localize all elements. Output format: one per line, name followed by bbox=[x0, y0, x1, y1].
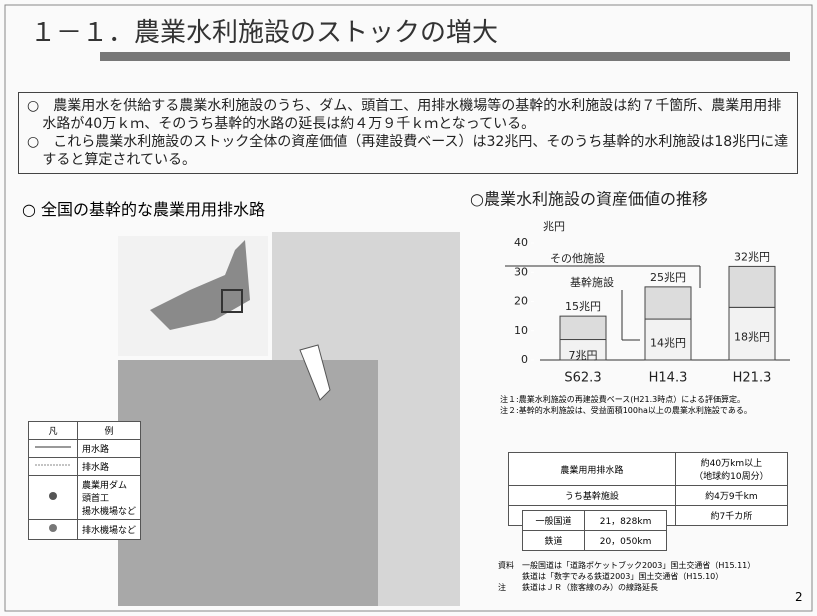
slide-title: １－１．農業水利施設のストックの増大 bbox=[30, 18, 499, 48]
source-line: 注 鉄道はＪＲ（旅客線のみ）の線路延長 bbox=[498, 583, 658, 592]
table-cell: 約40万km以上 （地球約10周分） bbox=[674, 452, 789, 486]
sources: 資料 一般国道は「道路ポケットブック2003」国土交通省（H15.11） 鉄道は… bbox=[498, 560, 755, 593]
y-tick-label: 40 bbox=[514, 236, 528, 249]
value-label: 14兆円 bbox=[650, 337, 686, 350]
map-legend: 凡例 用水路 排水路 農業用ダム 頭首工 揚水機場など 排水機場など bbox=[28, 421, 142, 540]
x-tick-label: H14.3 bbox=[649, 371, 688, 386]
table-cell: 21，828km bbox=[584, 510, 667, 531]
bar-segment bbox=[644, 318, 692, 361]
table-cell: 約4万9千km bbox=[674, 485, 789, 506]
series-label: その他施設 bbox=[550, 251, 605, 265]
table-row: 一般国道 21，828km bbox=[521, 510, 667, 531]
table-cell: 約7千カ所 bbox=[674, 505, 789, 526]
total-label: 15兆円 bbox=[565, 300, 601, 313]
summary-box: ○ 農業用水を供給する農業水利施設のうち、ダム、頭首工、用排水機場等の基幹的水利… bbox=[18, 92, 798, 174]
summary-text: ○ 農業用水を供給する農業水利施設のうち、ダム、頭首工、用排水機場等の基幹的水利… bbox=[27, 98, 782, 132]
y-axis-label: 兆円 bbox=[543, 220, 565, 233]
legend-header: 凡 bbox=[28, 421, 78, 440]
bar-segment bbox=[644, 286, 692, 320]
total-label: 32兆円 bbox=[734, 250, 770, 263]
road-table: 一般国道 21，828km 鉄道 20，050km bbox=[521, 510, 667, 551]
y-tick-label: 30 bbox=[514, 265, 528, 278]
chart-title: ○農業水利施設の資産価値の推移 bbox=[470, 190, 708, 209]
value-label: 7兆円 bbox=[569, 349, 598, 362]
x-tick-label: H21.3 bbox=[733, 371, 772, 386]
y-tick-label: 10 bbox=[514, 324, 528, 337]
bar-segment bbox=[559, 315, 607, 341]
source-line: 鉄道は「数字でみる鉄道2003」国土交通省（H15.10） bbox=[498, 572, 724, 581]
y-tick-label: 0 bbox=[521, 353, 528, 366]
legend-symbol bbox=[49, 524, 57, 532]
note: 注１:農業水利施設の再建設費ベース(H21.3時点）による評価算定。 bbox=[500, 395, 746, 404]
summary-text: ○ これら農業水利施設のストック全体の資産価値（再建設費ベース）は32兆円、その… bbox=[27, 134, 789, 168]
table-row: 農業用用排水路 約40万km以上 （地球約10周分） bbox=[508, 452, 789, 486]
page-number: 2 bbox=[795, 590, 803, 604]
legend-label: 排水路 bbox=[76, 457, 142, 476]
table-cell: 農業用用排水路 bbox=[508, 452, 676, 486]
map-title: ○ 全国の基幹的な農業用用排水路 bbox=[22, 200, 266, 219]
map-image bbox=[118, 232, 460, 606]
table-cell: うち基幹施設 bbox=[508, 485, 676, 506]
legend-label: 排水機場など bbox=[76, 519, 142, 540]
table-cell: 20，050km bbox=[584, 530, 667, 551]
table-cell: 一般国道 bbox=[521, 510, 586, 531]
slide-frame bbox=[4, 4, 813, 612]
value-label: 18兆円 bbox=[734, 331, 770, 344]
legend-symbol bbox=[35, 464, 71, 466]
table-cell: 鉄道 bbox=[521, 530, 586, 551]
table-row: うち基幹施設 約4万9千km bbox=[508, 485, 789, 506]
chart-notes: 注１:農業水利施設の再建設費ベース(H21.3時点）による評価算定。 注２:基幹… bbox=[500, 394, 752, 416]
source-line: 資料 一般国道は「道路ポケットブック2003」国土交通省（H15.11） bbox=[498, 561, 756, 570]
x-tick-label: S62.3 bbox=[564, 371, 601, 386]
legend-header: 例 bbox=[76, 421, 142, 440]
y-tick-label: 20 bbox=[514, 295, 528, 308]
legend-symbol bbox=[49, 492, 57, 500]
legend-symbol bbox=[35, 446, 71, 448]
table-row: 鉄道 20，050km bbox=[521, 530, 667, 551]
legend-label: 用水路 bbox=[76, 439, 142, 458]
legend-label: 農業用ダム 頭首工 揚水機場など bbox=[76, 475, 142, 520]
series-label: 基幹施設 bbox=[570, 275, 614, 289]
title-underline bbox=[100, 52, 790, 61]
total-label: 25兆円 bbox=[650, 271, 686, 284]
note: 注２:基幹的水利施設は、受益面積100ha以上の農業水利施設である。 bbox=[500, 406, 752, 415]
bar-segment bbox=[728, 265, 776, 308]
